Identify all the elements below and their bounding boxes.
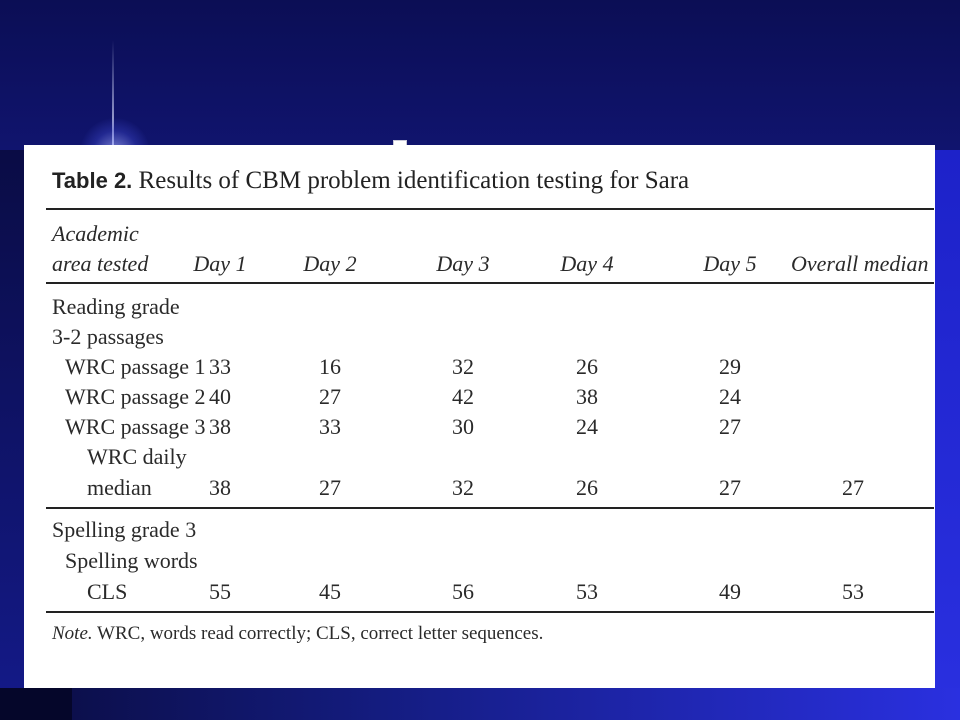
header-day-2: Day 2 — [303, 251, 357, 276]
table-title-text: Results of CBM problem identification te… — [138, 167, 690, 194]
spelling-heading-line2: Spelling words — [65, 548, 198, 573]
header-overall-median: Overall median — [791, 251, 929, 276]
table-note: Note. WRC, words read correctly; CLS, co… — [52, 623, 543, 645]
slide-background-left — [0, 150, 24, 720]
cell-day-2: 27 — [319, 475, 341, 500]
cell-day-2: 45 — [319, 579, 341, 604]
cell-day-4: 26 — [576, 475, 598, 500]
slide-background-corner — [0, 688, 72, 720]
note-text: WRC, words read correctly; CLS, correct … — [92, 623, 544, 644]
cell-day-4: 24 — [576, 414, 598, 439]
row-label: WRC passage 1 — [65, 354, 206, 379]
cell-day-2: 16 — [319, 354, 341, 379]
rule-section — [46, 507, 934, 509]
note-label: Note. — [52, 623, 93, 644]
cell-day-1: 40 — [209, 384, 231, 409]
cell-overall-median: 27 — [842, 475, 864, 500]
rule-bottom — [46, 611, 934, 613]
spelling-heading-line1: Spelling grade 3 — [52, 517, 197, 542]
row-label: CLS — [87, 579, 128, 604]
cell-day-5: 27 — [719, 414, 741, 439]
header-day-5: Day 5 — [703, 251, 757, 276]
cell-day-2: 27 — [319, 384, 341, 409]
cell-overall-median: 53 — [842, 579, 864, 604]
cell-day-2: 33 — [319, 414, 341, 439]
cell-day-3: 32 — [452, 475, 474, 500]
cell-day-4: 26 — [576, 354, 598, 379]
cell-day-3: 30 — [452, 414, 474, 439]
rule-top — [46, 208, 934, 210]
cell-day-4: 53 — [576, 579, 598, 604]
row-label-line1: WRC daily — [87, 444, 187, 469]
cell-day-3: 32 — [452, 354, 474, 379]
lens-flare-beam — [112, 40, 114, 150]
row-label-line2: median — [87, 475, 152, 500]
cell-day-3: 42 — [452, 384, 474, 409]
table-title: Table 2. Results of CBM problem identifi… — [52, 167, 689, 195]
slide-background-right — [935, 150, 960, 720]
cell-day-1: 38 — [209, 414, 231, 439]
slide-artifact-mark — [393, 140, 407, 147]
table-panel: Table 2. Results of CBM problem identifi… — [24, 145, 935, 688]
header-academic: Academic — [52, 221, 139, 246]
slide-background-top — [0, 0, 960, 150]
cell-day-5: 49 — [719, 579, 741, 604]
row-label: WRC passage 3 — [65, 414, 206, 439]
row-label: WRC passage 2 — [65, 384, 206, 409]
cell-day-1: 33 — [209, 354, 231, 379]
reading-heading-line1: Reading grade — [52, 294, 180, 319]
cell-day-3: 56 — [452, 579, 474, 604]
rule-header — [46, 282, 934, 284]
header-area-tested: area tested — [52, 251, 149, 276]
cell-day-1: 55 — [209, 579, 231, 604]
slide-background-bottom — [0, 688, 960, 720]
header-day-3: Day 3 — [436, 251, 490, 276]
cell-day-5: 27 — [719, 475, 741, 500]
cell-day-5: 24 — [719, 384, 741, 409]
header-day-1: Day 1 — [193, 251, 247, 276]
header-day-4: Day 4 — [560, 251, 614, 276]
table-label: Table 2. — [52, 168, 133, 193]
cell-day-5: 29 — [719, 354, 741, 379]
reading-heading-line2: 3-2 passages — [52, 324, 164, 349]
cell-day-4: 38 — [576, 384, 598, 409]
cell-day-1: 38 — [209, 475, 231, 500]
